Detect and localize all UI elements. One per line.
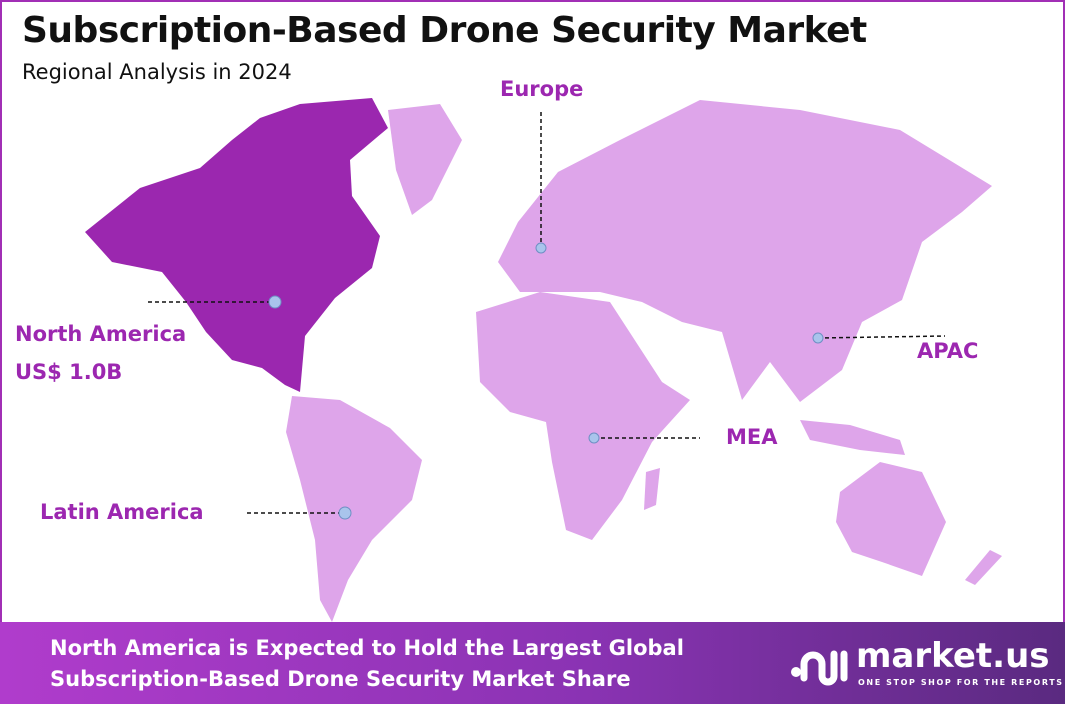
logo-icon: [791, 650, 848, 686]
europe-marker: [535, 242, 547, 254]
apac-leader: [817, 335, 946, 339]
page-subtitle: Regional Analysis in 2024: [22, 60, 292, 84]
mea-marker: [588, 432, 600, 444]
logo-word: market.us: [856, 636, 1050, 676]
market-us-logo: market.us ONE STOP SHOP FOR THE REPORTS: [790, 636, 1062, 692]
apac-label: APAC: [917, 339, 979, 363]
europe-label: Europe: [500, 77, 584, 101]
mea-label: MEA: [726, 425, 778, 449]
region-africa: [476, 292, 690, 540]
north-america-value: US$ 1.0B: [15, 360, 123, 384]
north-america-marker: [268, 295, 282, 309]
page-title: Subscription-Based Drone Security Market: [22, 10, 867, 51]
region-north-america: [85, 98, 388, 392]
north-america-label: North America: [15, 322, 187, 346]
apac-marker: [812, 332, 824, 344]
region-europe-asia: [498, 100, 992, 402]
footer-banner: North America is Expected to Hold the La…: [0, 622, 1065, 704]
region-new-zealand: [965, 550, 1002, 585]
latin-america-label: Latin America: [40, 500, 204, 524]
region-indonesia: [800, 420, 905, 455]
latin-america-marker: [338, 506, 352, 520]
region-australia: [836, 462, 946, 576]
logo-tagline: ONE STOP SHOP FOR THE REPORTS: [858, 678, 1064, 687]
region-greenland: [388, 104, 462, 215]
banner-line-2: Subscription-Based Drone Security Market…: [50, 667, 631, 691]
banner-line-1: North America is Expected to Hold the La…: [50, 636, 684, 660]
leader-lines: [148, 112, 946, 514]
region-latin-america: [286, 396, 422, 622]
region-madagascar: [644, 468, 660, 510]
